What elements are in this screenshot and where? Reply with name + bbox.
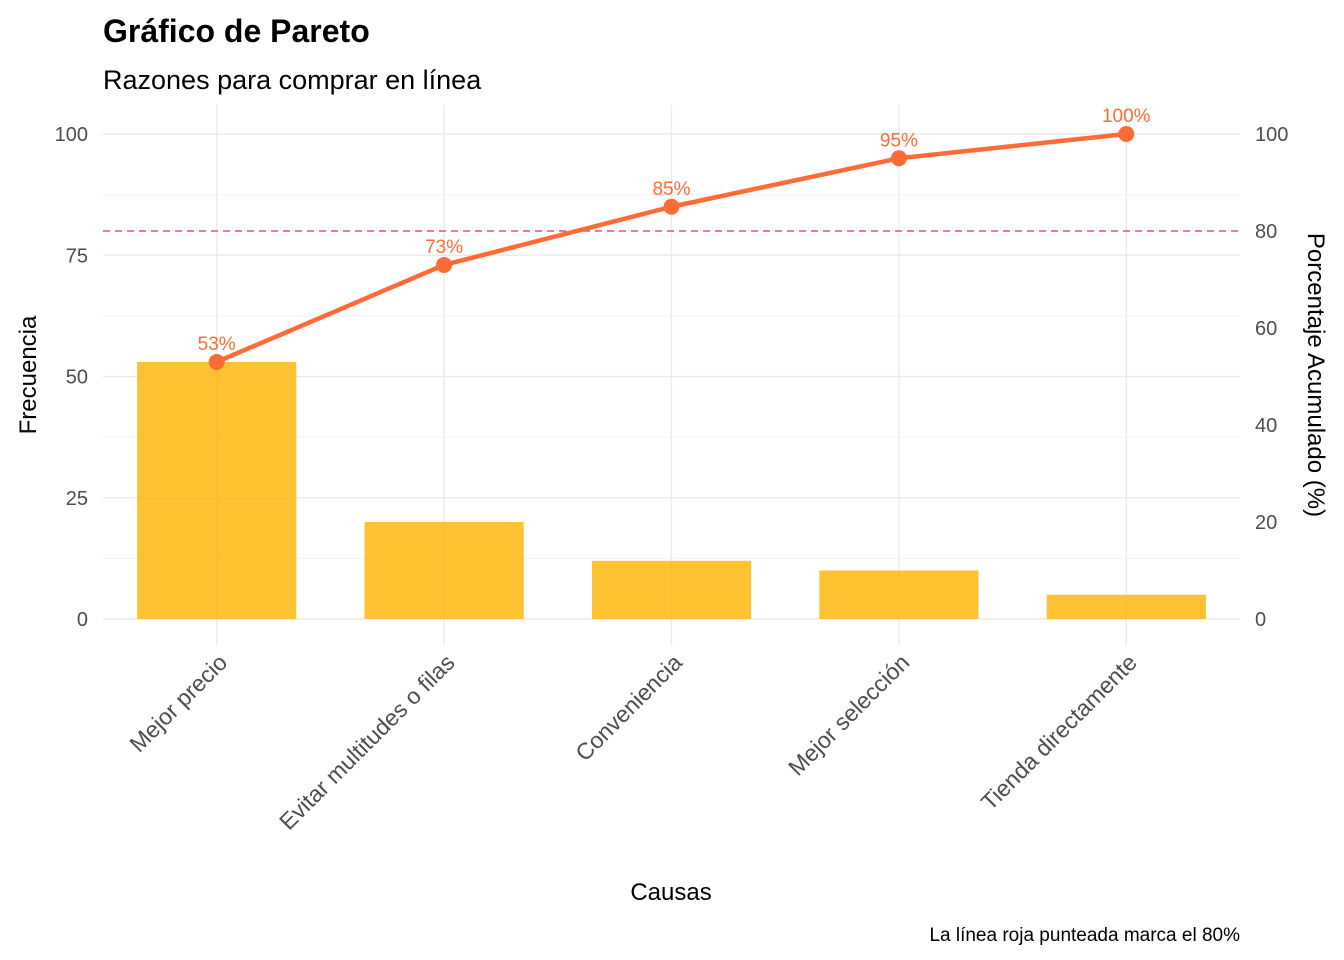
y-tick-label: 50: [66, 367, 88, 389]
cumulative-point: [663, 198, 680, 215]
cumulative-point: [436, 256, 453, 273]
x-tick-label: Mejor precio: [124, 649, 232, 757]
y-tick-label: 75: [66, 245, 88, 267]
bar: [364, 522, 524, 619]
y2-tick-label: 60: [1255, 318, 1277, 340]
chart-title: Gráfico de Pareto: [103, 13, 370, 49]
y2-axis-title: Porcentaje Acumulado (%): [1302, 233, 1329, 517]
cumulative-point: [208, 353, 225, 370]
y2-tick-label: 0: [1255, 609, 1266, 631]
cumulative-point: [1118, 126, 1135, 142]
x-tick-label: Mejor selección: [783, 649, 914, 780]
y2-tick-label: 100: [1255, 124, 1288, 146]
cumulative-line: [208, 126, 1135, 370]
y2-tick-label: 80: [1255, 221, 1277, 243]
cumulative-label: 53%: [198, 334, 236, 355]
bar: [819, 570, 979, 619]
y2-tick-label: 20: [1255, 512, 1277, 534]
y-tick-label: 25: [66, 488, 88, 510]
x-tick-label: Conveniencia: [570, 649, 687, 766]
x-tick-label: Evitar multitudes o filas: [274, 649, 460, 835]
x-tick-label: Tienda directamente: [976, 649, 1142, 815]
x-axis-title: Causas: [630, 879, 711, 906]
chart-caption: La línea roja punteada marca el 80%: [929, 925, 1240, 946]
cumulative-label: 95%: [880, 130, 918, 151]
bar: [591, 560, 752, 619]
cumulative-label: 85%: [652, 179, 690, 200]
y2-tick-label: 40: [1255, 415, 1277, 437]
bar: [137, 361, 297, 619]
bars: [137, 361, 1206, 619]
cumulative-labels: 53% 73% 85% 95% 100%: [198, 106, 1151, 355]
cumulative-label: 73%: [425, 237, 463, 258]
chart-subtitle: Razones para comprar en línea: [103, 65, 482, 95]
cumulative-label: 100%: [1102, 106, 1151, 127]
y-tick-label: 100: [55, 124, 88, 146]
y-tick-label: 0: [77, 609, 88, 631]
bar: [1046, 594, 1206, 619]
cumulative-point: [890, 150, 907, 167]
y-axis-title: Frecuencia: [15, 315, 42, 434]
